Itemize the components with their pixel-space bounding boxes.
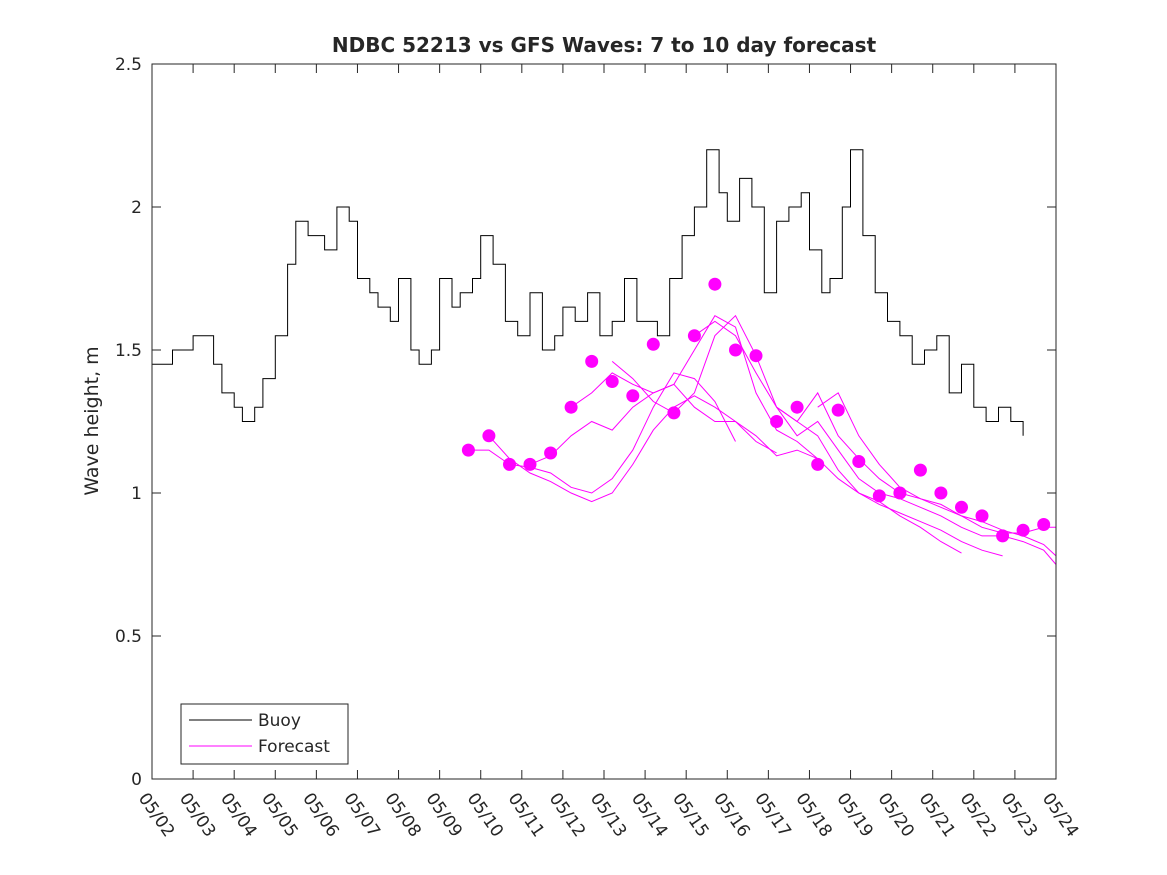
y-tick-label: 1.5 (115, 341, 142, 361)
y-tick-label: 0 (131, 770, 142, 790)
legend: Buoy Forecast (180, 703, 349, 765)
chart-title: NDBC 52213 vs GFS Waves: 7 to 10 day for… (332, 33, 877, 57)
y-tick-label: 2 (131, 198, 142, 218)
forecast-point (461, 443, 475, 457)
forecast-point (503, 457, 516, 471)
forecast-point (646, 337, 660, 351)
forecast-point (790, 400, 804, 414)
forecast-point (1016, 523, 1030, 537)
forecast-run-line-2 (488, 395, 777, 503)
forecast-point (934, 486, 948, 500)
forecast-point (811, 457, 825, 471)
buoy-series-line (152, 149, 1024, 436)
forecast-point (729, 343, 742, 357)
legend-forecast-label: Forecast (258, 737, 330, 757)
forecast-point (626, 389, 640, 403)
forecast-point (687, 329, 701, 343)
forecast-point (872, 489, 886, 503)
forecast-point (996, 529, 1010, 543)
forecast-point (544, 446, 558, 460)
forecast-point (893, 486, 907, 500)
forecast-point (749, 349, 763, 363)
forecast-point (852, 455, 866, 468)
legend-box (180, 703, 349, 765)
y-tick-label: 1 (131, 484, 142, 504)
forecast-point (831, 403, 845, 417)
forecast-point (482, 429, 496, 443)
forecast-point (975, 509, 989, 523)
y-tick-label: 0.5 (115, 627, 142, 647)
forecast-point (605, 375, 619, 388)
y-axis-label: Wave height, m (81, 346, 103, 495)
forecast-point (955, 500, 968, 514)
forecast-point (913, 463, 927, 477)
forecast-point (667, 406, 681, 420)
forecast-point (770, 415, 784, 428)
legend-buoy-label: Buoy (258, 711, 301, 731)
y-tick-label: 2.5 (115, 55, 142, 75)
forecast-point (585, 354, 599, 368)
forecast-run-line-4 (570, 315, 962, 554)
forecast-point (1037, 518, 1051, 531)
forecast-point (708, 277, 722, 291)
forecast-point (523, 457, 537, 471)
plot-area (152, 149, 1057, 565)
forecast-point (564, 400, 578, 414)
